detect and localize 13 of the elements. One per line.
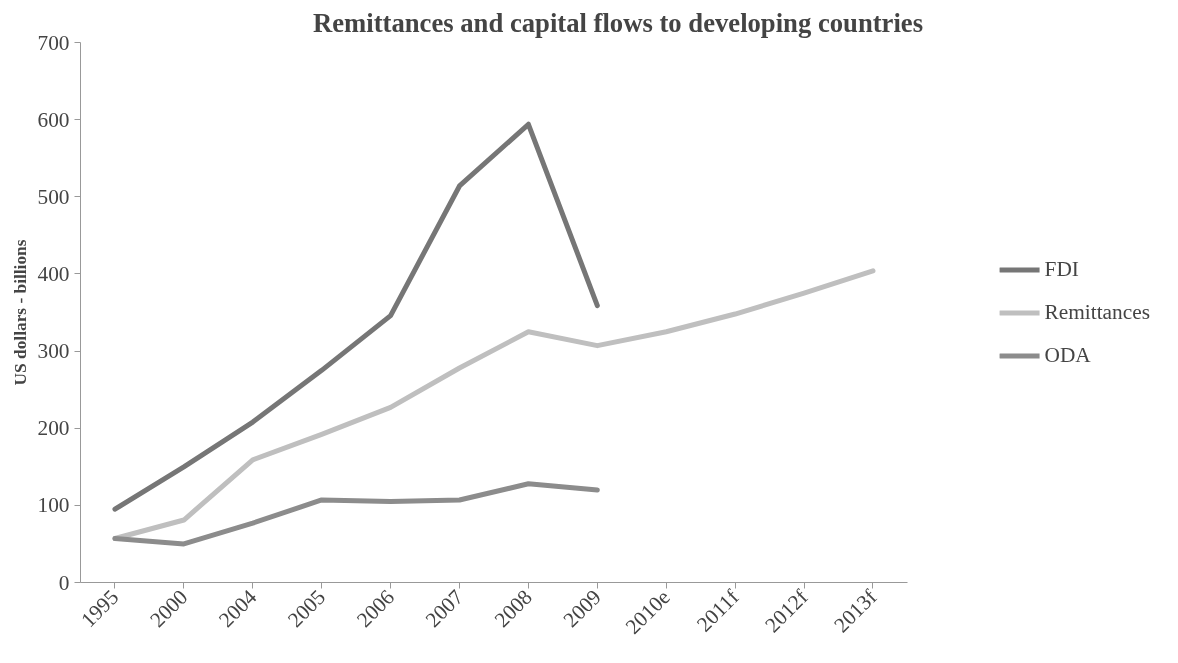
legend-label: FDI (1044, 256, 1079, 282)
legend-label: ODA (1044, 342, 1091, 368)
y-tick-label: 300 (37, 339, 70, 364)
y-tick-label: 0 (58, 570, 70, 595)
y-tick-label: 400 (37, 261, 70, 286)
y-axis-title: US dollars - billions (10, 239, 30, 386)
legend-label: Remittances (1044, 299, 1150, 325)
y-tick-label: 200 (37, 416, 70, 441)
y-tick-label: 700 (37, 30, 70, 55)
chart-title: Remittances and capital flows to developing countries (312, 7, 924, 38)
y-tick-label: 500 (37, 184, 70, 209)
y-tick-label: 600 (37, 107, 70, 132)
y-tick-label: 100 (37, 493, 70, 518)
